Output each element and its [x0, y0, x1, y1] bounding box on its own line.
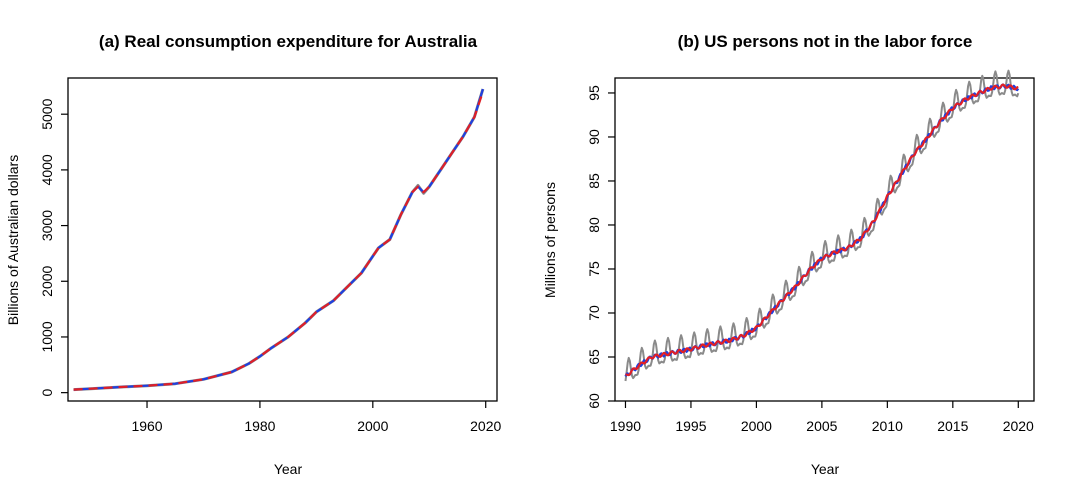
- panel-b-ytick-label: 95: [586, 85, 602, 101]
- panel-b-ylabel: Millions of persons: [542, 182, 558, 298]
- panel-a-ytick-label: 3000: [39, 210, 55, 241]
- panel-a-xtick-label: 1980: [244, 418, 275, 434]
- panel-a-plot-frame: [67, 77, 498, 402]
- panel-a: (a) Real consumption expenditure for Aus…: [5, 32, 501, 477]
- panel-b-plot-frame: [614, 77, 1035, 402]
- panel-b-xtick-label: 1995: [675, 418, 706, 434]
- panel-b-original-series-line: [624, 69, 1020, 382]
- panel-b-ytick-label: 90: [586, 129, 602, 145]
- panel-a-ytick-label: 0: [39, 389, 55, 397]
- panel-a-smooth-series-b-line: [73, 91, 484, 391]
- panel-b-xtick-label: 2015: [937, 418, 968, 434]
- panel-b: (b) US persons not in the labor force 19…: [542, 32, 1035, 477]
- panel-b-ytick-label: 70: [586, 305, 602, 321]
- panel-b-series: [624, 69, 1020, 382]
- panel-a-ylabel: Billions of Australian dollars: [5, 155, 21, 325]
- panel-a-xlabel: Year: [274, 461, 303, 477]
- panel-b-ytick-label: 60: [586, 393, 602, 409]
- panel-b-xtick-label: 2005: [806, 418, 837, 434]
- panel-b-ytick-label: 75: [586, 261, 602, 277]
- panel-b-ytick-label: 65: [586, 349, 602, 365]
- panel-b-smooth-series-a-line: [624, 83, 1020, 377]
- panel-b-title: (b) US persons not in the labor force: [678, 32, 973, 51]
- panel-a-xtick-label: 2020: [470, 418, 501, 434]
- panel-b-xtick-label: 1990: [610, 418, 641, 434]
- panel-b-xtick-label: 2010: [872, 418, 903, 434]
- panel-a-title: (a) Real consumption expenditure for Aus…: [99, 32, 478, 51]
- panel-a-ytick-label: 5000: [39, 98, 55, 129]
- panel-a-ytick-label: 2000: [39, 265, 55, 296]
- panel-a-ytick-label: 1000: [39, 321, 55, 352]
- panel-a-ytick-label: 4000: [39, 154, 55, 185]
- panel-b-ytick-label: 80: [586, 217, 602, 233]
- panel-a-xtick-label: 2000: [357, 418, 388, 434]
- panel-b-ytick-label: 85: [586, 173, 602, 189]
- panel-b-ticks: 1990 1995 2000 2005 2010 2015 2020 60 65 70 75 80 85…: [586, 85, 1034, 434]
- panel-b-xlabel: Year: [811, 461, 840, 477]
- panel-b-xtick-label: 2000: [741, 418, 772, 434]
- panel-b-smooth-series-b-line: [625, 83, 1019, 377]
- panel-a-series: [73, 88, 485, 392]
- panel-a-xtick-label: 1960: [131, 418, 162, 434]
- panel-a-ticks: 1960 1980 2000 2020 0 1000 2000 3000 4000 5000: [39, 98, 501, 434]
- panel-b-xtick-label: 2020: [1003, 418, 1034, 434]
